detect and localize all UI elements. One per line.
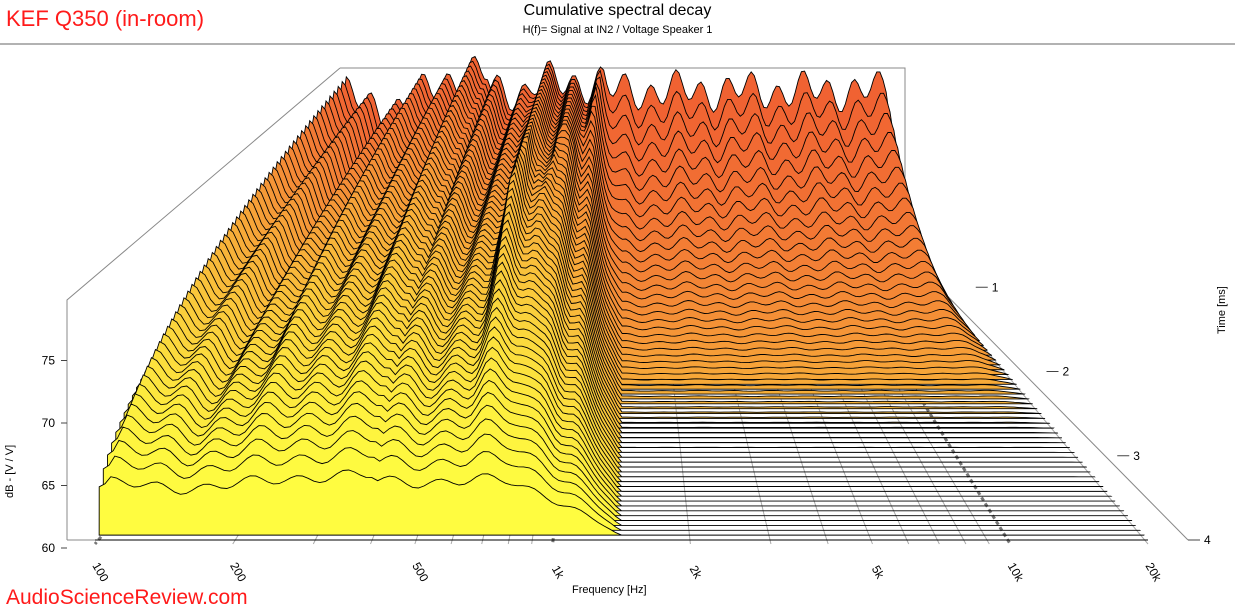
time-tick-label: 4: [1204, 533, 1211, 547]
x-tick-label: 100: [89, 560, 111, 585]
time-axis-label: Time [ms]: [1216, 286, 1228, 334]
y-axis-label: dB - [V / V]: [4, 444, 16, 498]
axis-ticks: 60 65 70 75 1 2 3 4 100 200 500 1k 2k 5k 10k 20k: [42, 280, 1211, 584]
y-tick-label: 75: [42, 354, 56, 368]
chart-subtitle: H(f)= Signal at IN2 / Voltage Speaker 1: [522, 24, 713, 36]
time-tick-label: 1: [992, 280, 999, 294]
brand-title: KEF Q350 (in-room): [6, 6, 205, 31]
x-tick-label: 1k: [549, 563, 568, 582]
x-tick-label: 500: [409, 560, 431, 585]
x-tick-label: 200: [227, 560, 249, 585]
right-floor-edge: [904, 252, 1189, 541]
x-tick-label: 20k: [1143, 560, 1165, 585]
x-axis-label: Frequency [Hz]: [572, 584, 647, 596]
decay-slice: [98, 469, 1145, 536]
x-tick-label: 10k: [1005, 560, 1027, 585]
watermark: AudioScienceReview.com: [6, 586, 248, 609]
decay-slices: [95, 55, 1148, 541]
x-tick-label: 5k: [869, 563, 888, 582]
chart-title: Cumulative spectral decay: [523, 2, 712, 19]
y-tick-label: 70: [42, 416, 56, 430]
time-tick-label: 2: [1063, 365, 1070, 379]
x-tick-label: 2k: [687, 563, 706, 582]
y-tick-label: 65: [42, 479, 56, 493]
time-tick-label: 3: [1133, 449, 1140, 463]
y-tick-label: 60: [42, 541, 56, 555]
